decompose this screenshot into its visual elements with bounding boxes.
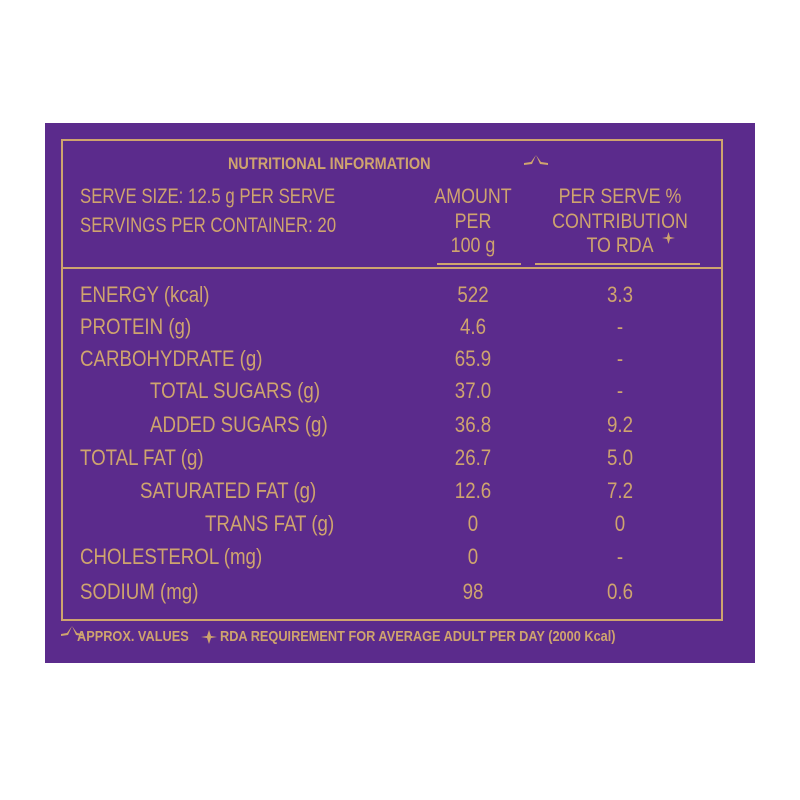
nutrient-name: TOTAL SUGARS (g) [150,378,321,403]
nutrient-name: SODIUM (mg) [80,579,199,604]
column-header: TO RDA [586,233,654,257]
footer-approx: APPROX. VALUES [77,627,189,645]
nutrient-name: CHOLESTEROL (mg) [80,544,263,569]
amount-per-100g: 36.8 [454,412,492,437]
amount-per-100g: 0 [467,511,479,536]
rda-symbol [662,232,675,244]
nutrient-name: PROTEIN (g) [80,314,192,339]
rda-contribution: 9.2 [606,412,634,437]
amount-per-100g: 98 [462,579,484,604]
column-header: 100 g [450,233,496,257]
nutrient-name: TOTAL FAT (g) [80,445,204,470]
rda-contribution: 0.6 [606,579,634,604]
nutrient-name: TRANS FAT (g) [205,511,335,536]
rda-contribution: 0 [614,511,626,536]
serve-size: SERVE SIZE: 12.5 g PER SERVE [80,184,336,208]
amount-per-100g: 0 [467,544,479,569]
column-header: CONTRIBUTION [552,209,688,233]
rda-symbol [201,630,217,644]
rda-contribution: - [616,346,624,371]
column-header: PER [454,209,492,233]
outer-border [61,139,723,621]
column-header: PER SERVE % [558,184,682,208]
nutrient-name: ENERGY (kcal) [80,282,210,307]
rda-contribution: - [616,378,624,403]
amount-per-100g: 26.7 [454,445,492,470]
rda-contribution: 5.0 [606,445,634,470]
title: NUTRITIONAL INFORMATION [228,153,431,173]
footer-rda-note: RDA REQUIREMENT FOR AVERAGE ADULT PER DA… [220,627,616,645]
servings: SERVINGS PER CONTAINER: 20 [80,213,337,237]
approx-symbol [61,626,83,636]
amount-per-100g: 12.6 [454,478,492,503]
nutrient-name: ADDED SUGARS (g) [150,412,328,437]
rda-contribution: 3.3 [606,282,634,307]
column-header: AMOUNT [434,184,512,208]
rda-contribution: 7.2 [606,478,634,503]
approx-symbol [524,155,548,165]
amount-per-100g: 37.0 [454,378,492,403]
nutrient-name: SATURATED FAT (g) [140,478,317,503]
rda-contribution: - [616,314,624,339]
label-panel [45,123,755,663]
amount-per-100g: 522 [457,282,489,307]
nutrient-name: CARBOHYDRATE (g) [80,346,263,371]
rda-contribution: - [616,544,624,569]
amount-per-100g: 4.6 [459,314,487,339]
amount-per-100g: 65.9 [454,346,492,371]
